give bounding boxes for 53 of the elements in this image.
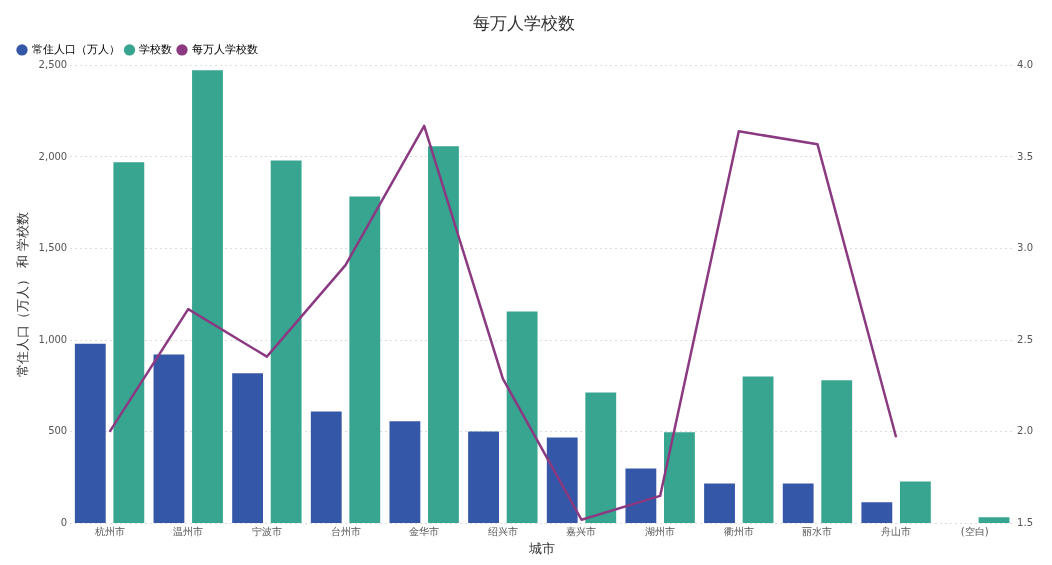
- bar: [506, 311, 538, 523]
- bar: [74, 343, 106, 523]
- legend-label: 常住人口（万人）: [31, 42, 120, 56]
- x-tick-label: 金华市: [409, 525, 440, 537]
- bar: [585, 392, 617, 523]
- y2-tick-label: 4.0: [1017, 58, 1033, 70]
- legend-label: 学校数: [139, 42, 172, 56]
- bar: [546, 437, 578, 523]
- bar: [782, 483, 814, 523]
- bar: [192, 70, 223, 523]
- bar: [232, 373, 264, 523]
- bar: [861, 502, 893, 523]
- bar: [428, 146, 459, 523]
- x-tick-label: 宁波市: [251, 525, 282, 537]
- bar: [742, 376, 774, 523]
- y-tick-label: 2,500: [38, 58, 68, 70]
- bar: [899, 481, 931, 523]
- y2-tick-label: 1.5: [1017, 516, 1033, 528]
- x-tick-label: 杭州市: [93, 525, 125, 537]
- legend-label: 每万人学校数: [191, 42, 258, 56]
- x-tick-label: (空白): [960, 525, 989, 537]
- y-axis-title: 常住人口（万人） 和 学校数: [15, 212, 31, 377]
- y2-tick-label: 2.0: [1017, 425, 1033, 437]
- x-axis-title: 城市: [528, 540, 556, 556]
- y-tick-label: 500: [48, 425, 68, 437]
- x-tick-label: 衢州市: [723, 525, 754, 537]
- bar: [704, 483, 735, 523]
- x-tick-label: 湖州市: [645, 525, 676, 537]
- y-tick-label: 1,500: [38, 242, 68, 254]
- x-tick-label: 嘉兴市: [566, 525, 597, 537]
- x-tick-label: 舟山市: [881, 525, 912, 537]
- x-tick-label: 绍兴市: [487, 525, 518, 537]
- bar: [664, 432, 695, 523]
- y-tick-label: 2,000: [38, 150, 68, 162]
- bar: [625, 468, 657, 523]
- bar: [389, 421, 421, 523]
- bar: [270, 160, 302, 523]
- y2-tick-label: 3.5: [1017, 150, 1033, 162]
- bar: [468, 431, 499, 523]
- y2-tick-label: 2.5: [1017, 333, 1033, 345]
- x-tick-label: 丽水市: [802, 525, 833, 537]
- y-tick-label: 0: [60, 516, 68, 528]
- chart-title: 每万人学校数: [473, 12, 575, 33]
- x-tick-label: 台州市: [330, 525, 361, 537]
- y2-tick-label: 3.0: [1017, 242, 1033, 254]
- bar: [978, 517, 1010, 523]
- bar: [113, 162, 145, 523]
- bar: [821, 380, 853, 523]
- x-tick-label: 温州市: [173, 525, 204, 537]
- bar: [153, 354, 185, 523]
- bar: [349, 196, 381, 523]
- bar: [310, 411, 342, 523]
- y-tick-label: 1,000: [38, 333, 68, 345]
